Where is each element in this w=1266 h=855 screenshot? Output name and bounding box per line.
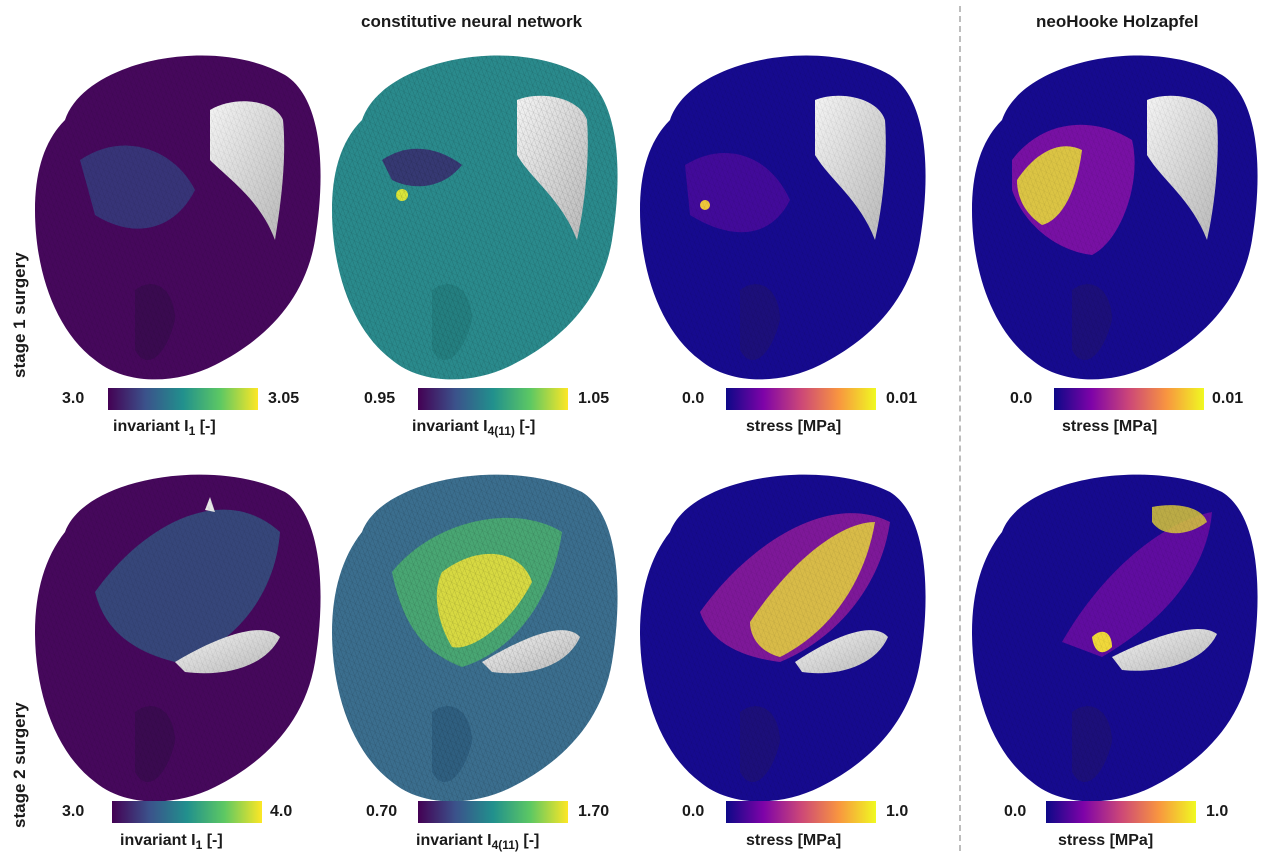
colorbar-title: stress [MPa] xyxy=(1062,418,1158,435)
colorbar-max-label: 0.01 xyxy=(1212,390,1244,407)
heart-panel-r2c1 xyxy=(25,462,325,807)
header-constitutive-neural-network: constitutive neural network xyxy=(361,12,583,31)
section-divider xyxy=(959,6,961,851)
colorbar-max-label: 1.70 xyxy=(578,803,610,820)
colorbar-gradient xyxy=(108,388,258,410)
colorbar-max-label: 1.05 xyxy=(578,390,610,407)
heart-panel-r2c4 xyxy=(962,462,1262,807)
colorbar-gradient xyxy=(1054,388,1204,410)
heart-panel-r2c3 xyxy=(630,462,930,807)
colorbar-title: invariant I1 [-] xyxy=(113,418,216,438)
colorbar-max-label: 1.0 xyxy=(886,803,909,820)
colorbar-title: stress [MPa] xyxy=(746,832,842,849)
colorbar-gradient xyxy=(418,388,568,410)
colorbar-min-label: 0.0 xyxy=(682,390,705,407)
colorbar-title: invariant I4(11) [-] xyxy=(416,832,540,852)
heart-panel-r1c4 xyxy=(962,40,1262,385)
colorbar-max-label: 0.01 xyxy=(886,390,918,407)
colorbar-min-label: 3.0 xyxy=(62,803,85,820)
colorbar-min-label: 0.0 xyxy=(1010,390,1033,407)
colorbar-min-label: 0.0 xyxy=(682,803,705,820)
colorbar-gradient xyxy=(418,801,568,823)
colorbar-title: stress [MPa] xyxy=(1058,832,1154,849)
colorbar-title: invariant I4(11) [-] xyxy=(412,418,536,438)
colorbar-min-label: 0.70 xyxy=(366,803,398,820)
colorbar-min-label: 0.95 xyxy=(364,390,396,407)
colorbar-gradient xyxy=(726,388,876,410)
colorbar-gradient xyxy=(726,801,876,823)
heart-panel-r1c1 xyxy=(25,40,325,385)
colorbar-title: stress [MPa] xyxy=(746,418,842,435)
colorbar-gradient xyxy=(1046,801,1196,823)
colorbar-min-label: 3.0 xyxy=(62,390,85,407)
colorbar-title: invariant I1 [-] xyxy=(120,832,223,852)
colorbar-gradient xyxy=(112,801,262,823)
heart-panel-r1c3 xyxy=(630,40,930,385)
colorbar-max-label: 4.0 xyxy=(270,803,293,820)
colorbar-max-label: 3.05 xyxy=(268,390,300,407)
heart-panel-r2c2 xyxy=(322,462,622,807)
header-neohooke-holzapfel: neoHooke Holzapfel xyxy=(1036,12,1199,31)
heart-panel-r1c2 xyxy=(322,40,622,385)
colorbar-min-label: 0.0 xyxy=(1004,803,1027,820)
colorbar-max-label: 1.0 xyxy=(1206,803,1229,820)
